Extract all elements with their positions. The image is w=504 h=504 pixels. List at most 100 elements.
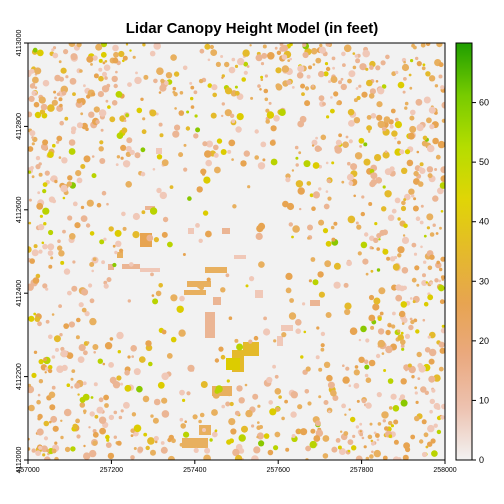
canopy-patch: [72, 92, 76, 96]
canopy-patch: [185, 126, 191, 131]
canopy-patch: [295, 156, 299, 160]
canopy-patch: [105, 99, 109, 103]
canopy-patch: [366, 79, 373, 87]
canopy-patch: [160, 446, 168, 454]
canopy-patch: [370, 325, 375, 330]
canopy-patch: [82, 381, 87, 386]
canopy-patch: [393, 439, 399, 445]
canopy-patch: [421, 419, 427, 425]
canopy-patch: [38, 162, 42, 166]
canopy-patch: [182, 398, 186, 402]
canopy-patch: [302, 43, 307, 47]
canopy-patch: [111, 75, 118, 83]
canopy-patch: [342, 63, 346, 67]
canopy-patch: [102, 362, 106, 366]
canopy-patch: [356, 399, 360, 403]
canopy-patch: [343, 44, 352, 53]
canopy-patch: [312, 162, 320, 169]
canopy-patch: [434, 84, 439, 88]
canopy-patch: [131, 412, 137, 417]
canopy-patch: [347, 439, 354, 445]
canopy-patch: [374, 154, 382, 162]
canopy-patch: [83, 155, 91, 163]
canopy-patch: [116, 132, 124, 139]
canopy-patch: [281, 332, 287, 338]
canopy-patch: [51, 48, 55, 52]
canopy-patch: [91, 92, 96, 97]
canopy-patch: [158, 91, 162, 94]
canopy-patch: [215, 61, 221, 67]
canopy-patch: [436, 260, 441, 265]
canopy-patch: [400, 331, 404, 335]
canopy-patch: [48, 391, 56, 399]
canopy-patch: [95, 119, 100, 125]
canopy-patch: [142, 43, 146, 47]
canopy-patch: [346, 260, 352, 267]
canopy-patch: [371, 441, 375, 446]
canopy-patch: [243, 61, 249, 67]
canopy-patch: [160, 441, 165, 445]
canopy-patch: [125, 181, 132, 188]
canopy-patch: [32, 76, 39, 84]
canopy-patch: [274, 388, 282, 395]
canopy-patch: [427, 265, 433, 271]
canopy-patch: [228, 418, 236, 426]
canopy-patch: [361, 195, 365, 199]
canopy-patch: [318, 291, 325, 298]
canopy-patch: [152, 168, 156, 171]
canopy-patch: [324, 260, 332, 268]
legend-tick-label: 60: [479, 98, 489, 108]
canopy-patch: [174, 124, 181, 131]
canopy-patch: [234, 90, 240, 96]
canopy-patch: [93, 382, 98, 387]
canopy-patch: [81, 307, 87, 313]
canopy-patch: [299, 115, 307, 123]
canopy-patch: [291, 86, 295, 89]
canopy-patch: [407, 363, 412, 368]
canopy-patch: [80, 164, 86, 169]
canopy-patch: [214, 358, 220, 363]
canopy-patch: [373, 449, 381, 458]
canopy-patch: [46, 449, 50, 453]
canopy-patch: [247, 185, 251, 189]
canopy-patch: [344, 413, 347, 416]
canopy-patch: [285, 272, 293, 280]
canopy-patch: [234, 454, 243, 460]
canopy-patch: [311, 139, 318, 146]
canopy-patch: [273, 445, 279, 451]
canopy-patch: [289, 43, 293, 47]
canopy-patch: [352, 434, 356, 438]
canopy-patch: [92, 431, 99, 438]
canopy-patch: [220, 354, 226, 360]
canopy-patch: [309, 193, 314, 198]
canopy-patch: [380, 60, 386, 66]
canopy-patch: [182, 65, 188, 71]
canopy-patch: [120, 382, 124, 386]
canopy-patch: [397, 334, 405, 341]
canopy-patch: [195, 127, 201, 133]
canopy-patch: [51, 313, 55, 316]
canopy-patch: [354, 54, 359, 58]
canopy-patch: [112, 44, 119, 52]
canopy-patch: [366, 115, 372, 120]
canopy-patch: [75, 335, 80, 340]
y-tick-label: 4113000: [16, 30, 23, 57]
canopy-patch: [312, 191, 320, 199]
canopy-patch: [381, 126, 387, 132]
canopy-patch: [196, 281, 204, 289]
canopy-patch: [83, 452, 91, 460]
canopy-patch: [348, 384, 352, 388]
canopy-patch: [114, 229, 122, 237]
canopy-patch: [236, 343, 244, 351]
canopy-patch: [59, 103, 63, 108]
canopy-patch: [318, 70, 325, 78]
canopy-patch: [308, 279, 312, 283]
canopy-patch: [112, 57, 119, 64]
canopy-patch: [371, 247, 374, 250]
canopy-patch: [253, 335, 259, 341]
canopy-patch: [306, 181, 312, 186]
canopy-patch: [136, 107, 143, 114]
canopy-block: [281, 325, 293, 331]
canopy-patch: [365, 402, 372, 409]
y-tick-label: 4112600: [16, 196, 23, 223]
